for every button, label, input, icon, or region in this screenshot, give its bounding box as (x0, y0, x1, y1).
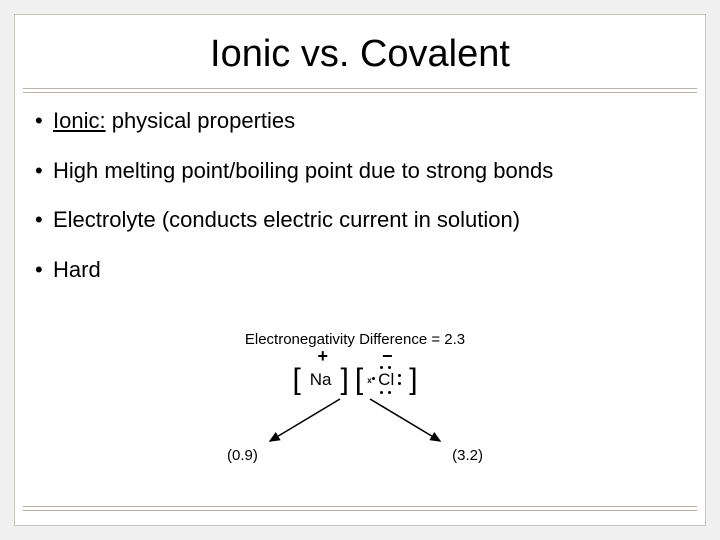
atom-na: Na (307, 370, 335, 390)
footer-dividers (23, 506, 697, 511)
lewis-dot-icon (388, 391, 391, 394)
atoms-row: [ Na ] [ x Cl ] (205, 365, 505, 395)
plus-icon: + (317, 346, 328, 367)
lewis-dot-icon (380, 391, 383, 394)
bullet-list: Ionic: physical properties High melting … (31, 107, 689, 283)
x-mark-icon: x (367, 376, 371, 385)
en-values-row: (0.9) (3.2) (205, 447, 505, 464)
right-bracket-1: ] (341, 365, 349, 395)
right-bracket-2: ] (409, 365, 417, 395)
atom-cl-box: x Cl (369, 365, 403, 395)
lewis-dot-icon (380, 366, 383, 369)
bullet-1: Ionic: physical properties (31, 107, 689, 135)
divider-top-1 (23, 88, 697, 89)
electronegativity-diagram: Electronegativity Difference = 2.3 + − [… (205, 331, 505, 464)
en-value-left: (0.9) (227, 447, 258, 464)
bullet-4: Hard (31, 256, 689, 284)
slide-title: Ionic vs. Covalent (23, 33, 697, 76)
slide-inner-frame: Ionic vs. Covalent Ionic: physical prope… (14, 14, 706, 526)
divider-bottom-1 (23, 506, 697, 507)
bullet-2: High melting point/boiling point due to … (31, 157, 689, 185)
arrow-left-icon (270, 399, 340, 441)
en-value-right: (3.2) (452, 447, 483, 464)
bullet-1-rest: physical properties (106, 108, 296, 133)
slide-outer-frame: Ionic vs. Covalent Ionic: physical prope… (0, 0, 720, 540)
divider-bottom-2 (23, 510, 697, 511)
lewis-dot-icon (388, 366, 391, 369)
lewis-dot-icon (372, 377, 375, 380)
minus-icon: − (382, 346, 393, 367)
left-bracket-1: [ (292, 365, 300, 395)
bullet-1-prefix: Ionic: (53, 108, 106, 133)
lewis-dot-icon (398, 374, 401, 377)
atom-cl: Cl (378, 370, 394, 390)
diagram-en-label: Electronegativity Difference = 2.3 (205, 331, 505, 348)
arrow-right-icon (370, 399, 440, 441)
left-bracket-2: [ (355, 365, 363, 395)
arrows-svg (240, 395, 470, 451)
content-area: Ionic: physical properties High melting … (23, 93, 697, 283)
bullet-3: Electrolyte (conducts electric current i… (31, 206, 689, 234)
lewis-dot-icon (398, 382, 401, 385)
